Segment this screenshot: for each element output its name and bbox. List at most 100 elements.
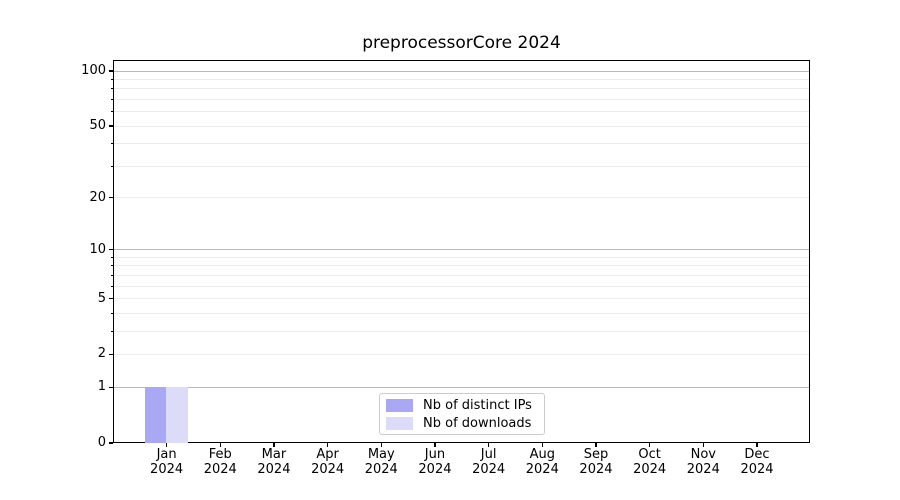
gridline-minor-50 (114, 125, 809, 127)
y-tick-50 (109, 125, 113, 127)
chart-title: preprocessorCore 2024 (362, 33, 561, 53)
x-tick-month: Apr (316, 447, 339, 462)
y-minor-tick-90 (110, 78, 113, 80)
gridline-minor-3 (114, 330, 809, 332)
x-tick-year: 2024 (203, 462, 237, 477)
x-tick-label-nov: Nov 2024 (671, 447, 735, 477)
x-tick-year: 2024 (311, 462, 345, 477)
y-tick-5 (109, 297, 113, 300)
bar-nb-of-distinct-ips-jan (144, 386, 167, 443)
gridline-minor-2 (114, 354, 809, 356)
gridline-major-100 (114, 70, 809, 72)
x-tick-jul (488, 443, 490, 447)
x-tick-year: 2024 (257, 462, 291, 477)
x-tick-label-aug: Aug 2024 (510, 447, 574, 477)
x-tick-year: 2024 (150, 462, 184, 477)
x-tick-month: Jul (480, 447, 497, 462)
x-tick-aug (541, 443, 543, 447)
y-minor-tick-30 (110, 165, 113, 167)
x-tick-label-jan: Jan 2024 (135, 447, 199, 477)
x-tick-year: 2024 (633, 462, 667, 477)
x-tick-sep (595, 443, 597, 447)
x-tick-jun (434, 443, 436, 447)
legend-swatch-distinct-ips (386, 398, 413, 412)
y-tick-1 (109, 386, 113, 388)
x-tick-month: Sep (583, 447, 609, 462)
gridline-minor-30 (114, 165, 809, 167)
plot-area: Nb of distinct IPs Nb of downloads (113, 60, 810, 443)
y-minor-tick-9 (110, 256, 113, 258)
x-tick-mar (273, 443, 275, 447)
x-tick-year: 2024 (364, 462, 398, 477)
x-tick-month: Dec (744, 447, 770, 462)
y-minor-tick-40 (110, 143, 113, 145)
y-tick-20 (109, 196, 113, 199)
y-minor-tick-3 (110, 330, 113, 332)
legend-swatch-downloads (386, 416, 413, 430)
x-tick-month: Jun (424, 447, 446, 462)
gridline-minor-80 (114, 88, 809, 90)
y-tick-2 (109, 353, 113, 356)
x-tick-label-jun: Jun 2024 (403, 447, 467, 477)
y-minor-tick-60 (110, 111, 113, 113)
y-tick-label-50: 50 (89, 118, 106, 134)
x-tick-oct (649, 443, 651, 447)
x-tick-label-oct: Oct 2024 (618, 447, 682, 477)
x-tick-nov (702, 443, 704, 447)
x-tick-apr (327, 443, 329, 447)
x-tick-month: Mar (261, 447, 287, 462)
y-tick-label-20: 20 (89, 189, 106, 205)
gridline-minor-4 (114, 312, 809, 314)
y-tick-label-1: 1 (97, 379, 106, 395)
gridline-minor-6 (114, 285, 809, 287)
x-tick-label-apr: Apr 2024 (296, 447, 360, 477)
x-tick-year: 2024 (525, 462, 559, 477)
x-tick-label-jul: Jul 2024 (457, 447, 521, 477)
y-minor-tick-4 (110, 312, 113, 314)
x-tick-feb (219, 443, 221, 447)
gridline-minor-8 (114, 265, 809, 267)
y-minor-tick-8 (110, 265, 113, 267)
y-tick-10 (109, 249, 113, 251)
gridline-minor-90 (114, 79, 809, 80)
y-minor-tick-7 (110, 274, 113, 276)
x-tick-year: 2024 (579, 462, 613, 477)
legend-item-downloads: Nb of downloads (386, 416, 538, 431)
gridline-major-10 (114, 249, 809, 251)
x-tick-label-sep: Sep 2024 (564, 447, 628, 477)
y-tick-100 (109, 70, 113, 72)
x-tick-may (380, 443, 382, 447)
x-tick-year: 2024 (686, 462, 720, 477)
x-tick-month: Nov (690, 447, 716, 462)
x-tick-month: Oct (638, 447, 661, 462)
x-tick-month: Feb (208, 447, 232, 462)
bar-nb-of-downloads-jan (166, 386, 188, 443)
gridline-minor-9 (114, 257, 809, 258)
legend-label-distinct-ips: Nb of distinct IPs (423, 397, 532, 413)
y-tick-label-5: 5 (97, 290, 106, 306)
y-tick-label-0: 0 (97, 435, 106, 450)
legend: Nb of distinct IPs Nb of downloads (379, 393, 545, 435)
x-tick-year: 2024 (472, 462, 506, 477)
y-minor-tick-70 (110, 98, 113, 100)
x-tick-year: 2024 (418, 462, 452, 477)
gridline-minor-60 (114, 111, 809, 113)
gridline-minor-20 (114, 197, 809, 199)
x-tick-jan (166, 443, 168, 447)
y-minor-tick-80 (110, 88, 113, 90)
x-tick-month: Aug (529, 447, 555, 462)
x-tick-year: 2024 (740, 462, 774, 477)
gridline-minor-7 (114, 274, 809, 276)
gridline-major-1 (114, 386, 809, 388)
gridline-minor-70 (114, 99, 809, 100)
y-tick-0 (109, 442, 113, 444)
y-tick-label-100: 100 (81, 62, 106, 78)
x-tick-month: May (367, 447, 395, 462)
y-tick-label-2: 2 (97, 346, 106, 362)
y-tick-label-10: 10 (89, 241, 106, 257)
x-tick-label-may: May 2024 (349, 447, 413, 477)
x-tick-month: Jan (156, 447, 177, 462)
legend-label-downloads: Nb of downloads (423, 415, 532, 431)
x-tick-label-feb: Feb 2024 (188, 447, 252, 477)
gridline-minor-5 (114, 298, 809, 300)
